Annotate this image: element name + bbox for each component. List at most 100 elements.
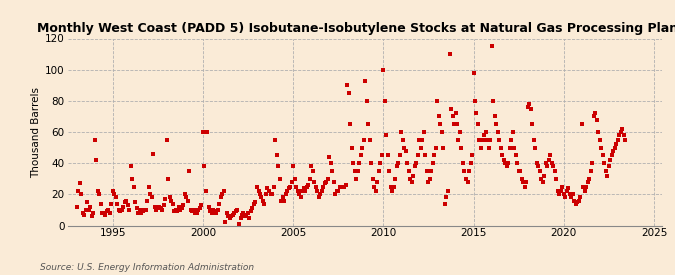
Point [607, 153, 618, 158]
Point [465, 161, 476, 165]
Point [219, 189, 230, 193]
Point [234, 222, 244, 226]
Point [454, 130, 465, 134]
Point [486, 44, 497, 48]
Point [250, 200, 261, 204]
Point [154, 205, 165, 209]
Point [416, 145, 427, 150]
Point [235, 216, 246, 220]
Point [537, 180, 548, 184]
Point [217, 192, 228, 197]
Point [77, 211, 88, 215]
Point [372, 180, 383, 184]
Point [452, 122, 462, 127]
Point [254, 192, 265, 197]
Point [387, 189, 398, 193]
Point [398, 138, 408, 142]
Point [406, 180, 417, 184]
Point [334, 184, 345, 189]
Point [313, 195, 324, 200]
Point [503, 161, 514, 165]
Point [500, 161, 510, 165]
Point [208, 208, 219, 212]
Point [507, 130, 518, 134]
Point [383, 153, 394, 158]
Point [491, 122, 502, 127]
Point [220, 220, 231, 225]
Point [107, 189, 118, 193]
Point [510, 153, 521, 158]
Point [121, 198, 132, 203]
Point [388, 184, 399, 189]
Point [142, 198, 153, 203]
Point [163, 177, 173, 181]
Point [339, 184, 350, 189]
Point [315, 192, 325, 197]
Point [552, 189, 563, 193]
Point [360, 78, 371, 83]
Point [572, 200, 583, 204]
Point [575, 195, 586, 200]
Point [113, 208, 124, 212]
Point [159, 203, 169, 207]
Point [515, 169, 526, 173]
Point [186, 208, 196, 212]
Point [182, 198, 193, 203]
Point [333, 189, 344, 193]
Point [447, 114, 458, 119]
Point [456, 145, 467, 150]
Point [595, 138, 605, 142]
Point [562, 189, 572, 193]
Point [482, 138, 493, 142]
Point [560, 195, 570, 200]
Point [345, 122, 356, 127]
Title: Monthly West Coast (PADD 5) Isobutane-Isobutylene Stocks at Natural Gas Processi: Monthly West Coast (PADD 5) Isobutane-Is… [37, 21, 675, 35]
Point [611, 142, 622, 147]
Point [556, 189, 566, 193]
Point [88, 211, 99, 215]
Point [366, 161, 377, 165]
Point [331, 189, 342, 193]
Point [578, 184, 589, 189]
Point [192, 211, 202, 215]
Point [513, 169, 524, 173]
Point [259, 202, 270, 206]
Point [242, 211, 253, 215]
Point [488, 99, 499, 103]
Point [498, 158, 509, 162]
Point [157, 208, 167, 212]
Point [258, 198, 269, 203]
Point [468, 71, 479, 75]
Point [155, 206, 166, 211]
Point [574, 198, 585, 203]
Y-axis label: Thousand Barrels: Thousand Barrels [31, 87, 40, 177]
Point [361, 99, 372, 103]
Point [568, 192, 578, 197]
Point [211, 211, 222, 215]
Point [384, 169, 395, 173]
Point [400, 148, 411, 153]
Point [133, 211, 144, 215]
Point [605, 158, 616, 162]
Point [127, 177, 138, 181]
Point [324, 155, 335, 159]
Point [564, 192, 575, 197]
Point [226, 214, 237, 218]
Point [297, 189, 308, 193]
Point [579, 189, 590, 193]
Point [80, 208, 91, 212]
Point [74, 181, 85, 186]
Point [109, 192, 119, 197]
Point [608, 148, 619, 153]
Point [443, 189, 454, 193]
Point [474, 138, 485, 142]
Point [460, 177, 471, 181]
Point [122, 203, 133, 207]
Point [449, 122, 460, 127]
Point [116, 208, 127, 212]
Point [566, 195, 576, 200]
Point [548, 164, 559, 169]
Point [295, 195, 306, 200]
Point [200, 189, 211, 193]
Point [265, 192, 276, 197]
